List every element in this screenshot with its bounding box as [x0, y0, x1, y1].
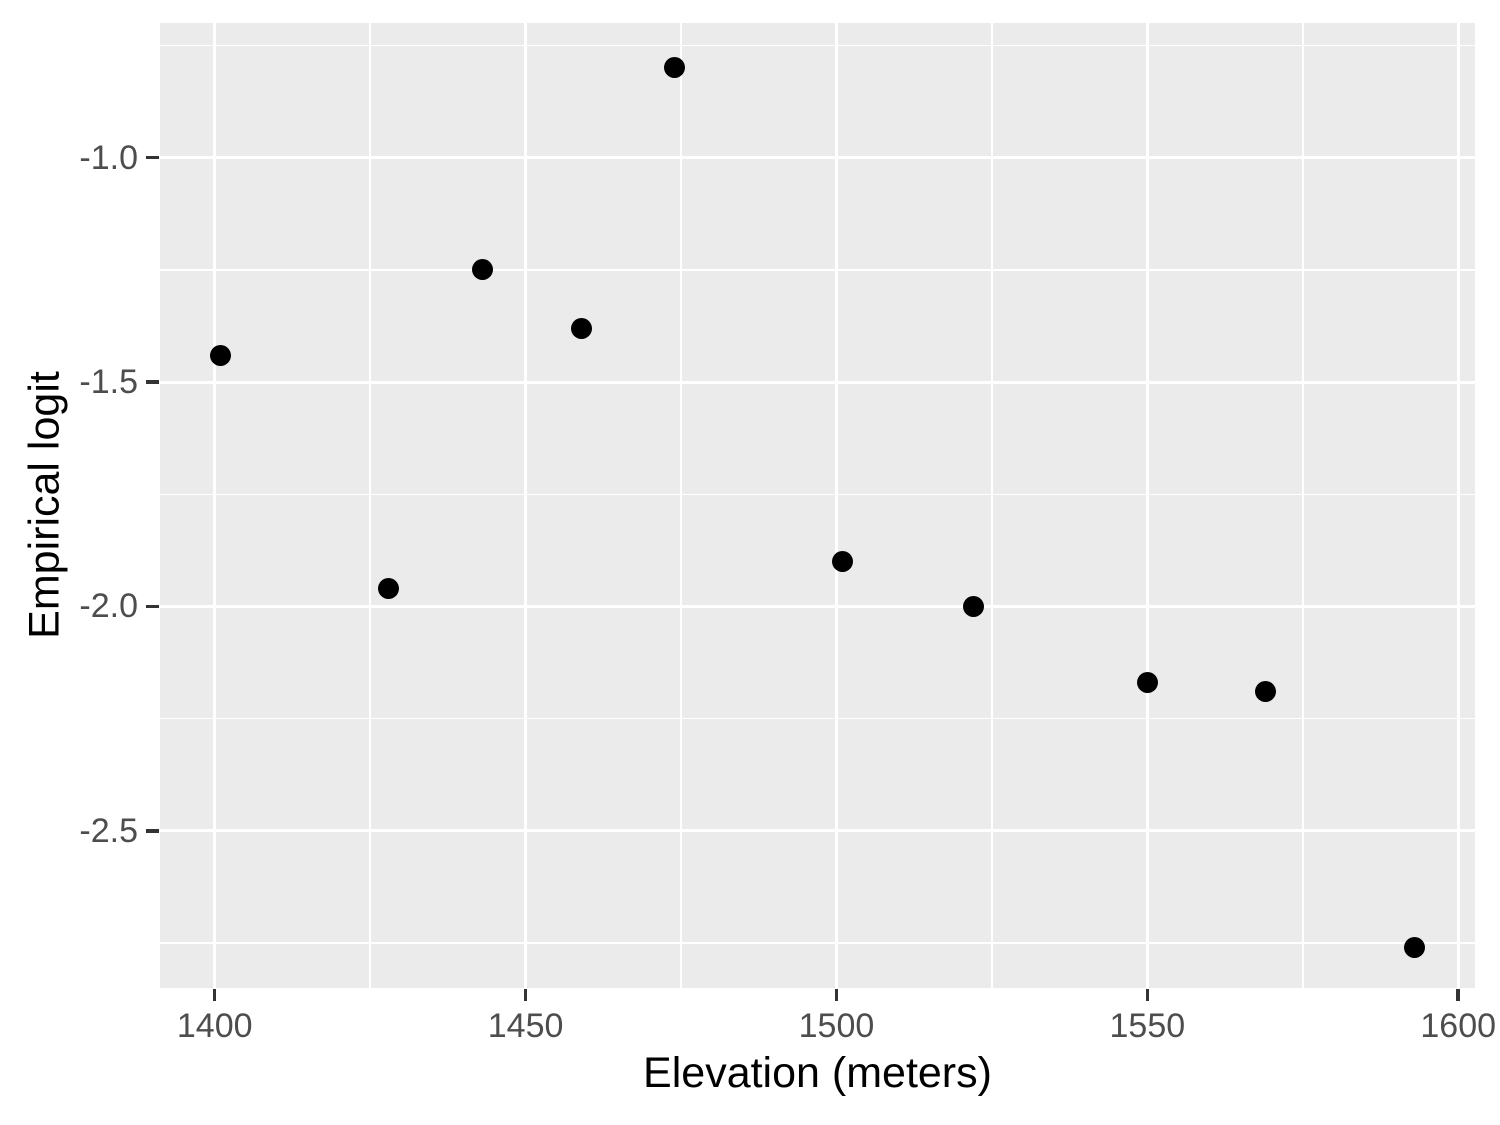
x-axis-title: Elevation (meters)	[643, 1049, 992, 1097]
gridline-major-y	[160, 604, 1475, 608]
gridline-minor-y	[160, 493, 1475, 496]
gridline-minor-y	[160, 717, 1475, 720]
y-tick-label: -1.5	[79, 363, 138, 402]
gridline-minor-x	[680, 23, 682, 988]
y-tick-mark	[146, 380, 159, 384]
gridline-minor-x	[1302, 23, 1304, 988]
gridline-major-y	[160, 156, 1475, 160]
y-tick-label: -2.0	[79, 587, 138, 626]
y-tick-mark	[146, 155, 159, 160]
y-axis-title: Empirical logit	[20, 371, 69, 639]
gridline-minor-y	[160, 942, 1475, 944]
x-tick-mark	[1456, 989, 1460, 1001]
gridline-major-x	[834, 23, 838, 988]
x-tick-mark	[1145, 989, 1150, 1001]
plot-panel	[160, 23, 1475, 988]
data-point	[664, 57, 686, 79]
x-tick-label: 1400	[176, 1007, 253, 1045]
gridline-minor-y	[160, 269, 1475, 271]
data-point	[210, 344, 232, 366]
gridline-minor-x	[369, 23, 371, 988]
y-tick-label: -2.5	[79, 811, 138, 850]
data-point	[1254, 681, 1276, 703]
x-tick-label: 1600	[1420, 1007, 1497, 1045]
data-point	[1404, 937, 1426, 959]
gridline-major-y	[160, 380, 1475, 384]
data-point	[832, 551, 854, 573]
data-point	[378, 578, 400, 600]
gridline-major-x	[524, 23, 528, 988]
x-tick-label: 1550	[1109, 1007, 1186, 1045]
y-tick-label: -1.0	[79, 138, 138, 177]
gridline-major-x	[1145, 23, 1149, 988]
gridline-major-x	[1456, 23, 1460, 988]
data-point	[962, 595, 984, 617]
gridline-minor-y	[160, 44, 1475, 47]
y-tick-mark	[146, 604, 159, 609]
gridline-major-y	[160, 829, 1475, 833]
x-tick-mark	[212, 989, 217, 1001]
gridline-minor-x	[991, 23, 993, 988]
data-point	[1136, 672, 1158, 694]
data-point	[571, 317, 593, 339]
x-tick-mark	[834, 989, 839, 1001]
gridline-major-x	[213, 23, 217, 988]
x-tick-label: 1500	[798, 1007, 875, 1045]
x-tick-label: 1450	[487, 1007, 564, 1045]
y-tick-mark	[146, 829, 159, 833]
x-tick-mark	[523, 989, 528, 1001]
data-point	[471, 259, 493, 281]
